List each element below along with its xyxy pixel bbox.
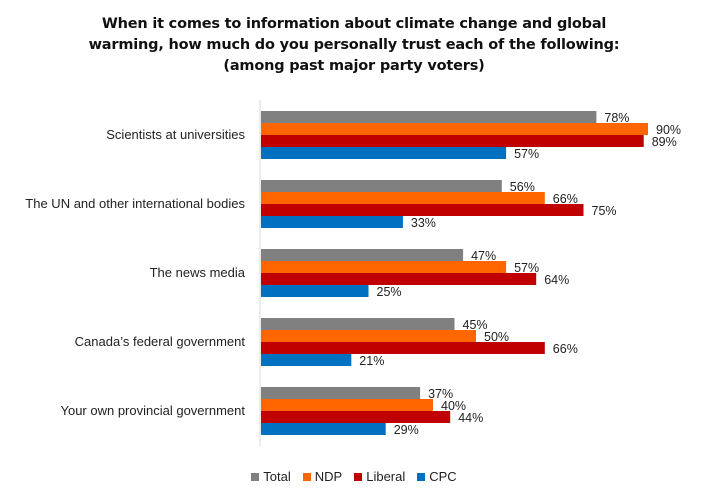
legend-label-ndp: NDP [314, 469, 343, 484]
bars [261, 111, 648, 435]
value-label-liberal-the-un-and-other-international-bodies: 75% [592, 204, 617, 218]
value-label-total-scientists-at-universities: 78% [604, 111, 629, 125]
bar-liberal-the-un-and-other-international-bodies [261, 204, 584, 216]
legend-swatch-cpc [417, 472, 426, 481]
category-label-scientists-at-universities: Scientists at universities [106, 127, 245, 142]
chart-title: When it comes to information about clima… [0, 14, 708, 77]
bar-ndp-scientists-at-universities [261, 123, 648, 135]
value-label-ndp-your-own-provincial-government: 40% [441, 399, 466, 413]
bar-cpc-the-un-and-other-international-bodies [261, 216, 403, 228]
legend-label-total: Total [263, 469, 291, 484]
value-label-liberal-scientists-at-universities: 89% [652, 135, 677, 149]
value-label-liberal-the-news-media: 64% [544, 273, 569, 287]
legend-item-cpc: CPC [417, 469, 457, 484]
bar-total-canada-s-federal-government [261, 318, 455, 330]
bar-ndp-canada-s-federal-government [261, 330, 476, 342]
legend-item-liberal: Liberal [354, 469, 405, 484]
bar-total-scientists-at-universities [261, 111, 597, 123]
value-label-cpc-your-own-provincial-government: 29% [394, 423, 419, 437]
legend-swatch-liberal [354, 472, 363, 481]
value-label-cpc-the-un-and-other-international-bodies: 33% [411, 216, 436, 230]
chart-title-line-3: (among past major party voters) [223, 58, 485, 74]
value-label-ndp-the-un-and-other-international-bodies: 66% [553, 192, 578, 206]
value-label-cpc-scientists-at-universities: 57% [514, 147, 539, 161]
category-label-the-news-media: The news media [150, 265, 246, 280]
value-label-total-canada-s-federal-government: 45% [463, 318, 488, 332]
value-label-ndp-canada-s-federal-government: 50% [484, 330, 509, 344]
category-label-canada-s-federal-government: Canada’s federal government [75, 334, 246, 349]
legend-swatch-ndp [302, 472, 311, 481]
bar-total-your-own-provincial-government [261, 387, 421, 399]
chart-title-line-1: When it comes to information about clima… [101, 16, 607, 32]
value-label-total-your-own-provincial-government: 37% [428, 387, 453, 401]
category-label-the-un-and-other-international-bodies: The UN and other international bodies [25, 196, 245, 211]
legend-label-liberal: Liberal [366, 469, 406, 484]
bar-cpc-canada-s-federal-government [261, 354, 352, 366]
bar-ndp-the-un-and-other-international-bodies [261, 192, 545, 204]
bar-liberal-scientists-at-universities [261, 135, 644, 147]
value-label-ndp-scientists-at-universities: 90% [656, 123, 681, 137]
bar-cpc-your-own-provincial-government [261, 423, 386, 435]
category-label-your-own-provincial-government: Your own provincial government [60, 403, 245, 418]
value-label-ndp-the-news-media: 57% [514, 261, 539, 275]
legend-item-ndp: NDP [302, 469, 343, 484]
category-labels: Scientists at universities The UN and oth… [25, 127, 245, 418]
value-label-liberal-canada-s-federal-government: 66% [553, 342, 578, 356]
bar-total-the-news-media [261, 249, 464, 261]
bar-liberal-your-own-provincial-government [261, 411, 451, 423]
value-label-total-the-news-media: 47% [471, 249, 496, 263]
bar-cpc-scientists-at-universities [261, 147, 507, 159]
bar-cpc-the-news-media [261, 285, 369, 297]
bar-liberal-canada-s-federal-government [261, 342, 545, 354]
bar-total-the-un-and-other-international-bodies [261, 180, 502, 192]
bar-liberal-the-news-media [261, 273, 537, 285]
value-label-total-the-un-and-other-international-bodies: 56% [510, 180, 535, 194]
legend-swatch-total [251, 472, 260, 481]
legend: Total NDP Liberal CPC [0, 469, 708, 484]
value-label-cpc-the-news-media: 25% [377, 285, 402, 299]
value-labels: 78% 90%89% 57% 56% 66% 75% 33% 47% 57% 64% 25% 45%5… [359, 111, 681, 437]
chart-title-line-2: warming, how much do you personally trus… [88, 37, 620, 53]
bar-ndp-the-news-media [261, 261, 507, 273]
bar-ndp-your-own-provincial-government [261, 399, 433, 411]
legend-item-total: Total [251, 469, 291, 484]
legend-label-cpc: CPC [429, 469, 457, 484]
value-label-cpc-canada-s-federal-government: 21% [359, 354, 384, 368]
value-label-liberal-your-own-provincial-government: 44% [458, 411, 483, 425]
